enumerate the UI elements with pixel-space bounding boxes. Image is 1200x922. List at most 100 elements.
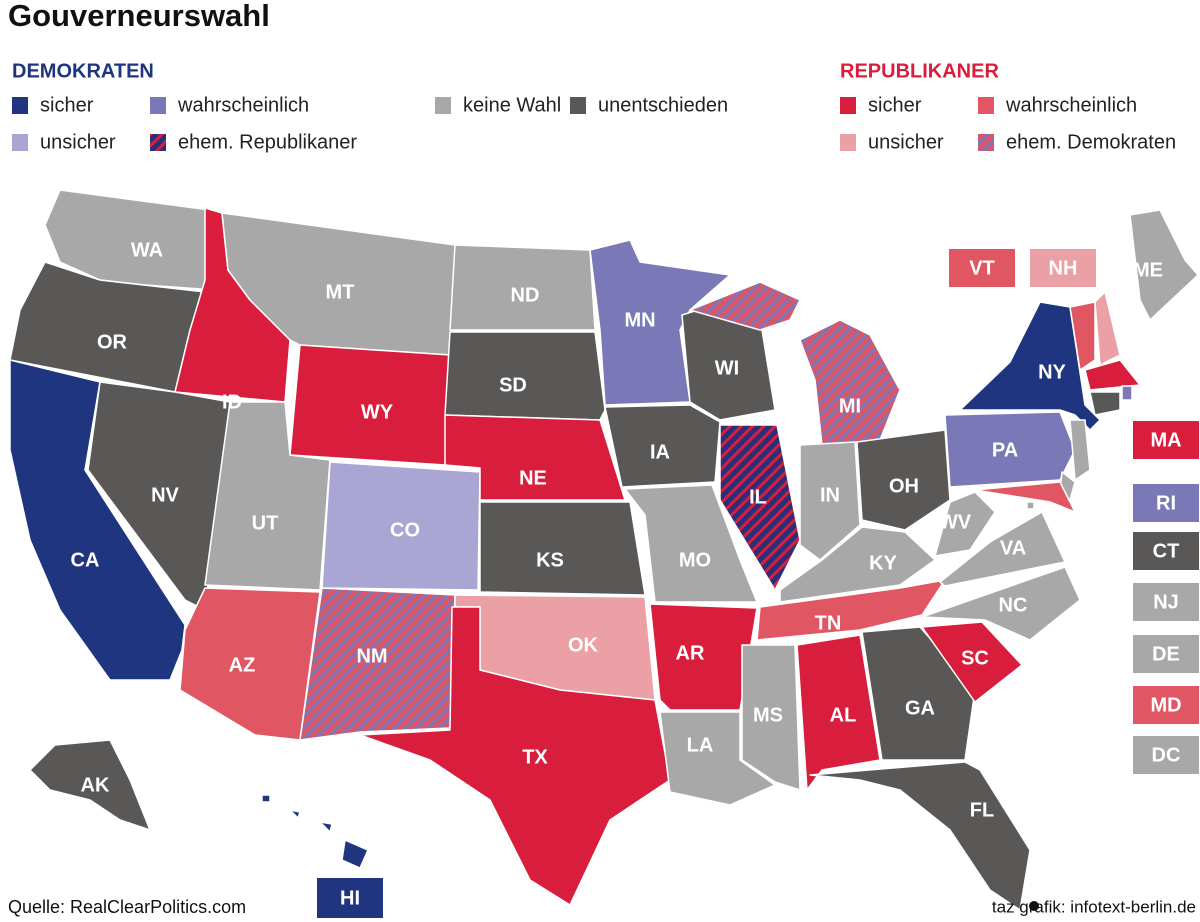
state-label: MO bbox=[679, 549, 711, 571]
state-label: OK bbox=[568, 634, 599, 656]
legend-label: ehem. Demokraten bbox=[1006, 131, 1176, 153]
state-label-box bbox=[317, 878, 383, 918]
state-label: OH bbox=[889, 475, 919, 497]
state-shape bbox=[779, 526, 936, 603]
state-shape bbox=[1069, 301, 1096, 371]
state-label: NY bbox=[1038, 361, 1066, 383]
state-shape bbox=[1084, 359, 1141, 391]
state-shape bbox=[359, 606, 671, 906]
legend-swatch bbox=[150, 134, 166, 151]
legend-label: keine Wahl bbox=[463, 94, 561, 116]
state-shape bbox=[299, 587, 456, 741]
state-label: PA bbox=[992, 439, 1018, 461]
legend-swatch bbox=[435, 97, 451, 114]
state-label: IL bbox=[749, 486, 767, 508]
state-label: NE bbox=[519, 467, 547, 489]
state-label: HI bbox=[340, 887, 360, 909]
legend-swatch bbox=[150, 97, 166, 114]
state-label-box bbox=[1133, 736, 1199, 774]
state-shape bbox=[1094, 291, 1121, 366]
legend-swatch bbox=[978, 97, 994, 114]
legend-label: wahrscheinlich bbox=[177, 94, 309, 116]
legend-label: unsicher bbox=[868, 131, 944, 153]
state-shape bbox=[796, 634, 881, 791]
state-shape bbox=[319, 821, 333, 833]
state-label: MN bbox=[624, 309, 655, 331]
state-label: ID bbox=[222, 391, 242, 413]
state-shape bbox=[179, 587, 321, 741]
title: Gouverneurswahl bbox=[8, 0, 270, 33]
state-shape bbox=[689, 281, 801, 331]
state-shape bbox=[289, 809, 301, 819]
state-label: UT bbox=[252, 512, 279, 534]
state-shape bbox=[974, 481, 1076, 513]
state-shape bbox=[449, 244, 596, 331]
state-shape bbox=[29, 739, 151, 831]
state-label: WI bbox=[715, 357, 739, 379]
state-label: MA bbox=[1150, 429, 1181, 451]
state-label: MI bbox=[839, 395, 861, 417]
paw-icon bbox=[1029, 901, 1039, 911]
state-label-box bbox=[1133, 686, 1199, 724]
state-shape bbox=[1026, 501, 1035, 510]
state-shape bbox=[444, 414, 626, 501]
state-shape bbox=[444, 331, 606, 421]
state-label: AK bbox=[81, 774, 110, 796]
state-shape bbox=[939, 511, 1066, 587]
state-label: AZ bbox=[229, 654, 256, 676]
legend-swatch bbox=[570, 97, 586, 114]
state-label-box bbox=[1133, 635, 1199, 673]
state-shape bbox=[799, 319, 901, 446]
state-label: NV bbox=[151, 484, 179, 506]
state-label-box bbox=[949, 249, 1015, 287]
legend-swatch bbox=[840, 134, 856, 151]
state-label: CA bbox=[71, 549, 100, 571]
legend-swatch bbox=[978, 134, 994, 151]
state-label: RI bbox=[1156, 492, 1176, 514]
state-label: NM bbox=[356, 645, 387, 667]
state-shape bbox=[321, 461, 481, 591]
legend-swatch bbox=[840, 97, 856, 114]
state-shape bbox=[479, 501, 646, 596]
state-label: KS bbox=[536, 549, 564, 571]
state-label: IA bbox=[650, 441, 670, 463]
state-label: AL bbox=[830, 704, 857, 726]
state-label-box bbox=[1030, 249, 1096, 287]
state-shape bbox=[934, 491, 996, 557]
state-label: ND bbox=[511, 284, 540, 306]
credit: taz grafik: infotext-berlin.de bbox=[992, 897, 1196, 916]
state-label: IN bbox=[820, 484, 840, 506]
state-label: ME bbox=[1133, 259, 1163, 281]
state-shape bbox=[959, 301, 1101, 431]
state-shape bbox=[944, 411, 1076, 488]
state-label: VT bbox=[969, 257, 995, 279]
state-label: TX bbox=[522, 746, 548, 768]
legend-label: ehem. Republikaner bbox=[178, 131, 357, 153]
state-label: TN bbox=[815, 612, 842, 634]
state-shape bbox=[1129, 209, 1199, 321]
state-label: FL bbox=[970, 799, 994, 821]
legend-heading: DEMOKRATEN bbox=[12, 60, 154, 82]
state-label: MT bbox=[326, 281, 355, 303]
state-label: WV bbox=[939, 511, 972, 533]
state-label: DC bbox=[1152, 744, 1181, 766]
state-labels: WA OR CA ID NV MT WY UT AZ CO NM ND SD NE KS OK TX MN IA MO… bbox=[71, 239, 1199, 918]
legend-swatch bbox=[12, 134, 28, 151]
state-shape bbox=[341, 839, 369, 869]
legend: DEMOKRATEN sicher wahrscheinlich unsicher eh… bbox=[12, 60, 1176, 153]
state-shape bbox=[756, 579, 946, 641]
state-shape bbox=[856, 429, 951, 531]
state-label: DE bbox=[1152, 643, 1180, 665]
source: Quelle: RealClearPolitics.com bbox=[8, 897, 246, 917]
state-label: KY bbox=[869, 552, 897, 574]
legend-label: sicher bbox=[40, 94, 94, 116]
state-label: WY bbox=[361, 401, 394, 423]
state-shape bbox=[741, 644, 801, 791]
state-shape bbox=[719, 424, 801, 591]
state-label: OR bbox=[97, 331, 128, 353]
state-label-box bbox=[1133, 484, 1199, 522]
state-label-box bbox=[1133, 583, 1199, 621]
legend-label: unentschieden bbox=[598, 94, 728, 116]
state-label: SC bbox=[961, 647, 989, 669]
